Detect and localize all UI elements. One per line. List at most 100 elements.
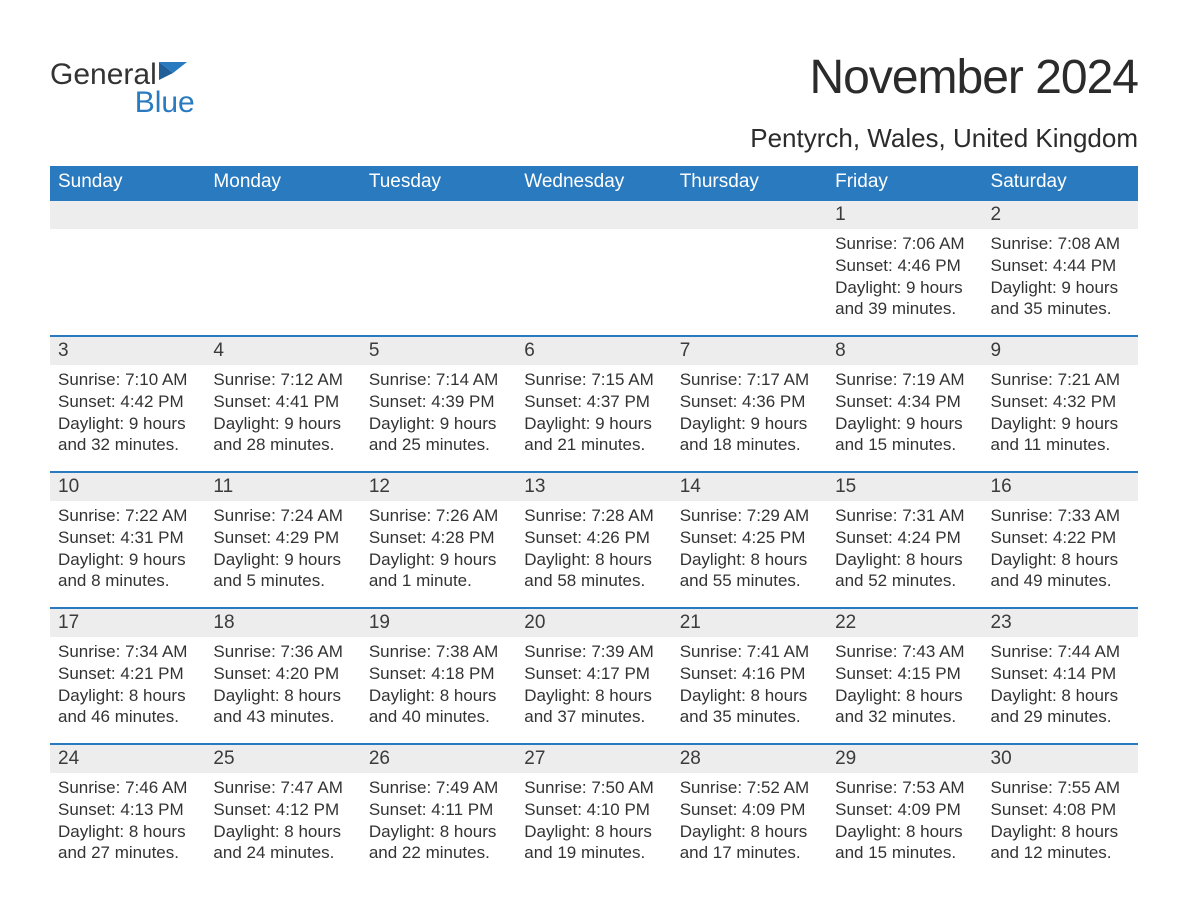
day-number: 25 xyxy=(205,743,360,773)
day-number-empty xyxy=(50,199,205,229)
daylight-text: Daylight: 8 hours and 52 minutes. xyxy=(835,549,974,593)
day-number: 18 xyxy=(205,607,360,637)
calendar-day: 9Sunrise: 7:21 AMSunset: 4:32 PMDaylight… xyxy=(983,335,1138,471)
daylight-text: Daylight: 8 hours and 17 minutes. xyxy=(680,821,819,865)
calendar-week: 17Sunrise: 7:34 AMSunset: 4:21 PMDayligh… xyxy=(50,607,1138,743)
calendar-day: 24Sunrise: 7:46 AMSunset: 4:13 PMDayligh… xyxy=(50,743,205,879)
calendar-day: 21Sunrise: 7:41 AMSunset: 4:16 PMDayligh… xyxy=(672,607,827,743)
sunset-text: Sunset: 4:31 PM xyxy=(58,527,197,549)
daylight-text: Daylight: 8 hours and 27 minutes. xyxy=(58,821,197,865)
day-details: Sunrise: 7:33 AMSunset: 4:22 PMDaylight:… xyxy=(983,501,1138,598)
day-number: 11 xyxy=(205,471,360,501)
sunrise-text: Sunrise: 7:50 AM xyxy=(524,777,663,799)
sunset-text: Sunset: 4:12 PM xyxy=(213,799,352,821)
sunset-text: Sunset: 4:11 PM xyxy=(369,799,508,821)
daylight-text: Daylight: 9 hours and 8 minutes. xyxy=(58,549,197,593)
calendar-day: 17Sunrise: 7:34 AMSunset: 4:21 PMDayligh… xyxy=(50,607,205,743)
calendar-body: 1Sunrise: 7:06 AMSunset: 4:46 PMDaylight… xyxy=(50,199,1138,879)
day-details: Sunrise: 7:47 AMSunset: 4:12 PMDaylight:… xyxy=(205,773,360,870)
location: Pentyrch, Wales, United Kingdom xyxy=(750,123,1138,154)
calendar-day-empty xyxy=(50,199,205,335)
sunset-text: Sunset: 4:46 PM xyxy=(835,255,974,277)
day-details: Sunrise: 7:29 AMSunset: 4:25 PMDaylight:… xyxy=(672,501,827,598)
sunset-text: Sunset: 4:14 PM xyxy=(991,663,1130,685)
daylight-text: Daylight: 9 hours and 39 minutes. xyxy=(835,277,974,321)
day-number-empty xyxy=(672,199,827,229)
calendar-day: 3Sunrise: 7:10 AMSunset: 4:42 PMDaylight… xyxy=(50,335,205,471)
sunset-text: Sunset: 4:18 PM xyxy=(369,663,508,685)
day-details: Sunrise: 7:15 AMSunset: 4:37 PMDaylight:… xyxy=(516,365,671,462)
daylight-text: Daylight: 9 hours and 35 minutes. xyxy=(991,277,1130,321)
sunrise-text: Sunrise: 7:39 AM xyxy=(524,641,663,663)
day-details: Sunrise: 7:55 AMSunset: 4:08 PMDaylight:… xyxy=(983,773,1138,870)
daylight-text: Daylight: 9 hours and 18 minutes. xyxy=(680,413,819,457)
day-number-empty xyxy=(205,199,360,229)
day-details: Sunrise: 7:12 AMSunset: 4:41 PMDaylight:… xyxy=(205,365,360,462)
calendar-day: 4Sunrise: 7:12 AMSunset: 4:41 PMDaylight… xyxy=(205,335,360,471)
calendar-day: 26Sunrise: 7:49 AMSunset: 4:11 PMDayligh… xyxy=(361,743,516,879)
day-number: 23 xyxy=(983,607,1138,637)
sunrise-text: Sunrise: 7:53 AM xyxy=(835,777,974,799)
calendar-day: 14Sunrise: 7:29 AMSunset: 4:25 PMDayligh… xyxy=(672,471,827,607)
sunrise-text: Sunrise: 7:26 AM xyxy=(369,505,508,527)
daylight-text: Daylight: 9 hours and 32 minutes. xyxy=(58,413,197,457)
calendar-day: 22Sunrise: 7:43 AMSunset: 4:15 PMDayligh… xyxy=(827,607,982,743)
sunset-text: Sunset: 4:36 PM xyxy=(680,391,819,413)
day-details: Sunrise: 7:46 AMSunset: 4:13 PMDaylight:… xyxy=(50,773,205,870)
day-details: Sunrise: 7:31 AMSunset: 4:24 PMDaylight:… xyxy=(827,501,982,598)
calendar-day: 13Sunrise: 7:28 AMSunset: 4:26 PMDayligh… xyxy=(516,471,671,607)
daylight-text: Daylight: 9 hours and 15 minutes. xyxy=(835,413,974,457)
calendar-day: 1Sunrise: 7:06 AMSunset: 4:46 PMDaylight… xyxy=(827,199,982,335)
day-details: Sunrise: 7:10 AMSunset: 4:42 PMDaylight:… xyxy=(50,365,205,462)
sunrise-text: Sunrise: 7:43 AM xyxy=(835,641,974,663)
daylight-text: Daylight: 8 hours and 22 minutes. xyxy=(369,821,508,865)
day-number: 21 xyxy=(672,607,827,637)
day-number: 2 xyxy=(983,199,1138,229)
daylight-text: Daylight: 8 hours and 58 minutes. xyxy=(524,549,663,593)
sunrise-text: Sunrise: 7:29 AM xyxy=(680,505,819,527)
calendar-day: 29Sunrise: 7:53 AMSunset: 4:09 PMDayligh… xyxy=(827,743,982,879)
sunset-text: Sunset: 4:10 PM xyxy=(524,799,663,821)
calendar-day-empty xyxy=(672,199,827,335)
day-details: Sunrise: 7:52 AMSunset: 4:09 PMDaylight:… xyxy=(672,773,827,870)
day-number: 22 xyxy=(827,607,982,637)
calendar-day: 25Sunrise: 7:47 AMSunset: 4:12 PMDayligh… xyxy=(205,743,360,879)
calendar-day: 12Sunrise: 7:26 AMSunset: 4:28 PMDayligh… xyxy=(361,471,516,607)
calendar-week: 24Sunrise: 7:46 AMSunset: 4:13 PMDayligh… xyxy=(50,743,1138,879)
sunset-text: Sunset: 4:22 PM xyxy=(991,527,1130,549)
weekday-header: Tuesday xyxy=(361,166,516,199)
day-details: Sunrise: 7:41 AMSunset: 4:16 PMDaylight:… xyxy=(672,637,827,734)
daylight-text: Daylight: 8 hours and 15 minutes. xyxy=(835,821,974,865)
sunrise-text: Sunrise: 7:14 AM xyxy=(369,369,508,391)
daylight-text: Daylight: 8 hours and 12 minutes. xyxy=(991,821,1130,865)
title-block: November 2024 Pentyrch, Wales, United Ki… xyxy=(750,50,1138,154)
day-number: 3 xyxy=(50,335,205,365)
day-number: 5 xyxy=(361,335,516,365)
calendar-day: 23Sunrise: 7:44 AMSunset: 4:14 PMDayligh… xyxy=(983,607,1138,743)
sunrise-text: Sunrise: 7:21 AM xyxy=(991,369,1130,391)
day-number-empty xyxy=(361,199,516,229)
sunrise-text: Sunrise: 7:28 AM xyxy=(524,505,663,527)
daylight-text: Daylight: 8 hours and 37 minutes. xyxy=(524,685,663,729)
day-number: 10 xyxy=(50,471,205,501)
sunset-text: Sunset: 4:37 PM xyxy=(524,391,663,413)
sunrise-text: Sunrise: 7:49 AM xyxy=(369,777,508,799)
daylight-text: Daylight: 9 hours and 5 minutes. xyxy=(213,549,352,593)
day-details: Sunrise: 7:43 AMSunset: 4:15 PMDaylight:… xyxy=(827,637,982,734)
daylight-text: Daylight: 8 hours and 49 minutes. xyxy=(991,549,1130,593)
daylight-text: Daylight: 8 hours and 19 minutes. xyxy=(524,821,663,865)
day-number: 27 xyxy=(516,743,671,773)
calendar-day: 6Sunrise: 7:15 AMSunset: 4:37 PMDaylight… xyxy=(516,335,671,471)
sunrise-text: Sunrise: 7:44 AM xyxy=(991,641,1130,663)
calendar-day: 7Sunrise: 7:17 AMSunset: 4:36 PMDaylight… xyxy=(672,335,827,471)
calendar-day: 8Sunrise: 7:19 AMSunset: 4:34 PMDaylight… xyxy=(827,335,982,471)
sunset-text: Sunset: 4:17 PM xyxy=(524,663,663,685)
weekday-row: SundayMondayTuesdayWednesdayThursdayFrid… xyxy=(50,166,1138,199)
day-number: 14 xyxy=(672,471,827,501)
header: General Blue November 2024 Pentyrch, Wal… xyxy=(50,50,1138,154)
day-number: 9 xyxy=(983,335,1138,365)
daylight-text: Daylight: 9 hours and 11 minutes. xyxy=(991,413,1130,457)
sunset-text: Sunset: 4:39 PM xyxy=(369,391,508,413)
day-number: 20 xyxy=(516,607,671,637)
sunset-text: Sunset: 4:28 PM xyxy=(369,527,508,549)
